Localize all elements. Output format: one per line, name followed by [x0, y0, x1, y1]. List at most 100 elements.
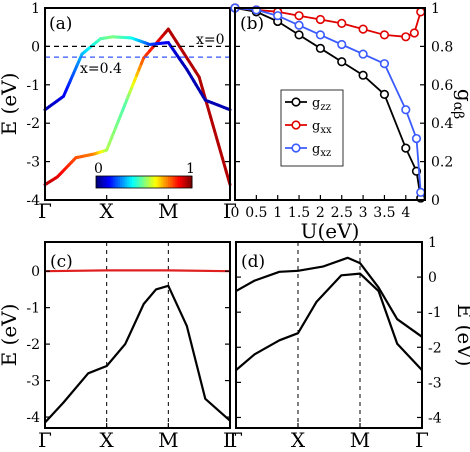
- colorbar-cell: [112, 176, 116, 188]
- colorbar-cell: [103, 176, 107, 188]
- colorbar-cell: [134, 176, 138, 188]
- colorbar-cell: [96, 176, 99, 188]
- x-axis-label: U(eV): [301, 219, 360, 243]
- series-point-xx: [315, 14, 325, 25]
- y-tick-label: -3: [26, 155, 40, 171]
- series-point-zz: [294, 30, 304, 40]
- panel-label: (a): [49, 14, 72, 34]
- colorbar-cell: [189, 176, 193, 188]
- series-point-xz: [273, 11, 283, 21]
- band-line: [235, 256, 423, 338]
- panel-c-frame: [44, 241, 231, 429]
- colorbar-cell: [98, 176, 102, 188]
- colorbar-cell: [100, 176, 104, 188]
- colorbar-cell: [158, 176, 162, 188]
- colorbar-cell: [160, 176, 164, 188]
- annotation-x0: x=0: [196, 32, 225, 48]
- colorbar-cell: [184, 176, 188, 188]
- colorbar-cell: [127, 176, 131, 188]
- y-tick-label: 1: [431, 1, 440, 17]
- colorbar-cell: [105, 176, 109, 188]
- series-point-xx: [416, 7, 426, 17]
- band-lower-segment: [205, 102, 213, 119]
- colorbar-cell: [117, 176, 121, 188]
- x-tick-label: 2: [316, 205, 325, 221]
- x-tick-label: X: [100, 428, 115, 452]
- band-lower-segment: [197, 75, 205, 93]
- panel-c: -4 -3 -2 -1 0 Γ X M Γ E (eV) (c): [0, 241, 237, 452]
- colorbar-cell: [165, 176, 169, 188]
- x-tick-label: 1: [273, 205, 282, 221]
- y-tick-label: -4: [26, 193, 40, 209]
- band-lower-segment: [213, 129, 220, 146]
- y-tick-label: 0.2: [431, 155, 453, 171]
- panel-a-frame: [44, 7, 231, 201]
- x-tick-label: 2.5: [331, 205, 353, 221]
- x-tick-label: M: [350, 428, 370, 452]
- x-tick-label: Γ: [415, 428, 429, 452]
- legend-label-subscript: xz: [320, 148, 331, 159]
- colorbar-cell: [132, 176, 135, 188]
- y-axis-label: E (eV): [0, 73, 21, 136]
- colorbar-cell: [187, 176, 191, 188]
- colorbar-cell: [151, 176, 155, 188]
- x-tick-label: 0.5: [245, 205, 267, 221]
- y-tick-label: 0: [31, 39, 40, 55]
- y-tick-label: 0: [31, 264, 40, 280]
- panel-label: (d): [241, 252, 265, 272]
- colorbar-frame: [95, 175, 193, 189]
- x-tick-label: 4: [401, 205, 410, 221]
- x-tick-label: 1.5: [288, 205, 310, 221]
- colorbar-cell: [139, 176, 143, 188]
- colorbar-cell: [156, 176, 159, 188]
- series-point-xz: [315, 30, 325, 40]
- series-point-xx: [401, 32, 411, 42]
- band-lower-segment: [209, 115, 217, 133]
- colorbar-cell: [129, 176, 133, 188]
- y-tick-label: 1: [31, 1, 40, 17]
- annotation-x04: x=0.4: [80, 61, 122, 77]
- colorbar-cell: [120, 176, 123, 188]
- y-tick-label: 1: [428, 235, 437, 251]
- legend-label-subscript: xx: [320, 125, 332, 136]
- y-tick-label: -1: [26, 301, 40, 317]
- panel-b-frame: [234, 7, 426, 201]
- colorbar-label-max: 1: [186, 161, 195, 177]
- colorbar-cell: [146, 176, 150, 188]
- colorbar-cell: [163, 176, 167, 188]
- colorbar-cell: [141, 176, 145, 188]
- series-point-zz: [379, 89, 390, 99]
- panel-a: x=0 x=0.4 0 1 -4 -3 -2 -1 0 1 Γ X M Γ E (eV) (a): [0, 1, 237, 223]
- x-tick-label: 3.5: [373, 205, 395, 221]
- y-tick-label: -4: [26, 410, 40, 426]
- series-point-zz: [315, 43, 325, 53]
- series-point-xx: [409, 28, 419, 38]
- panel-d-frame: [235, 241, 423, 429]
- colorbar-cell: [108, 176, 111, 188]
- panel-d: -4 -3 -2 -1 0 1 Γ X M Γ E (eV) (d): [229, 235, 470, 452]
- y-tick-label: -4: [428, 410, 442, 426]
- series-point-xz: [294, 20, 304, 30]
- x-tick-label: X: [291, 428, 306, 452]
- y-tick-label: 0: [428, 270, 437, 286]
- panel-label: (c): [50, 252, 73, 272]
- band-lower-segment: [216, 142, 224, 160]
- x-tick-label: X: [100, 199, 115, 223]
- x-tick-label: 0: [231, 205, 240, 221]
- y-tick-label: -3: [26, 374, 40, 390]
- legend-marker-xz: [291, 143, 301, 153]
- colorbar-cell: [136, 176, 140, 188]
- series-point-zz: [337, 57, 347, 67]
- band-line: [44, 284, 231, 424]
- y-tick-label: -2: [428, 340, 442, 356]
- x-tick-label: 3: [359, 205, 368, 221]
- y-tick-label: -1: [26, 78, 40, 94]
- series-point-xx: [294, 11, 304, 21]
- colorbar-cell: [144, 176, 147, 188]
- y-tick-label: 0.8: [431, 39, 453, 55]
- band-line: [44, 269, 231, 273]
- y-tick-label: 0.4: [431, 116, 453, 132]
- panel-label: (b): [240, 14, 264, 34]
